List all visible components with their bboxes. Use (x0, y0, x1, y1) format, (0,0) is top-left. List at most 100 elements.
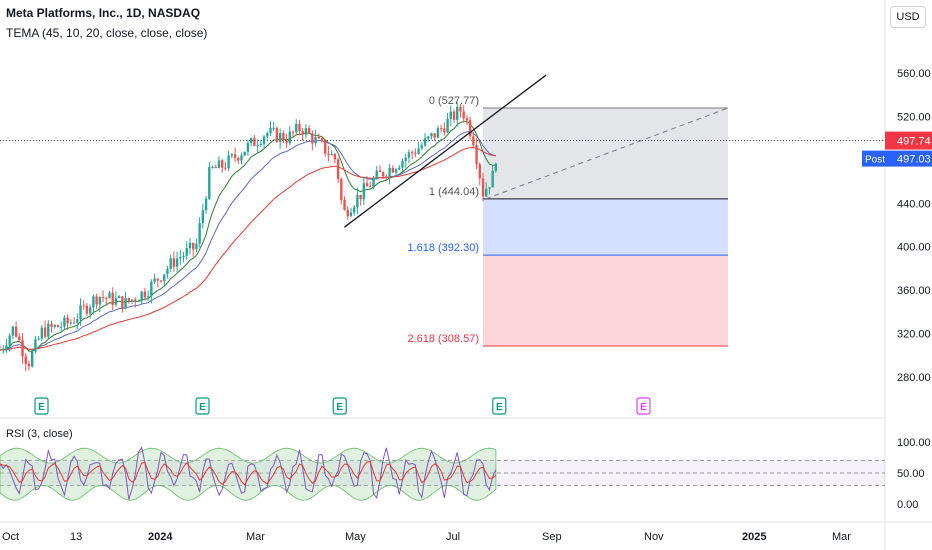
candle-body (140, 291, 143, 301)
candle-body (481, 178, 485, 197)
candle-body (105, 297, 108, 299)
candle-body (317, 136, 320, 139)
price-tick-label: 360.00 (897, 285, 931, 297)
candle-body (491, 170, 494, 188)
candle-body (192, 243, 195, 250)
candle-body (417, 148, 420, 154)
candle-body (378, 170, 382, 173)
candle-body (433, 133, 436, 138)
post-market-tag: Post (865, 155, 885, 166)
candle-body (230, 154, 234, 156)
rsi-bollinger-band (0, 447, 497, 501)
candle-body (423, 138, 427, 146)
candle-body (330, 154, 333, 156)
price-tick-label: 320.00 (897, 329, 931, 341)
candle-body (111, 292, 114, 305)
earnings-marker-label: E (38, 402, 45, 413)
candle-body (2, 348, 5, 351)
rsi-line (0, 446, 497, 500)
earnings-marker: E (195, 397, 210, 415)
fib-zone-1-1618 (483, 198, 728, 256)
candle-body (159, 280, 163, 282)
candle-body (494, 163, 498, 171)
candle-body (169, 258, 172, 269)
candle-body (243, 151, 246, 156)
candle-body (72, 322, 76, 324)
tema-line-slow (0, 146, 496, 351)
candle-body (195, 243, 198, 250)
candle-body (320, 138, 324, 141)
candle-body (198, 223, 201, 244)
candle-body (5, 345, 8, 349)
candle-body (298, 123, 301, 131)
candle-body (343, 200, 346, 210)
candle-body (401, 160, 404, 168)
candle-body (365, 183, 369, 187)
candle-body (21, 340, 24, 357)
candle-body (185, 248, 188, 256)
earnings-marker: E (636, 397, 651, 415)
candle-body (311, 133, 314, 144)
candle-body (362, 183, 366, 200)
earnings-marker-label: E (336, 402, 343, 413)
candle-body (50, 323, 53, 327)
candle-body (79, 305, 82, 320)
candle-body (211, 167, 214, 169)
fib-diagonal (485, 107, 729, 200)
candle-body (240, 155, 243, 161)
candle-body (340, 179, 343, 201)
candle-body (327, 153, 330, 156)
candle-body (272, 127, 275, 129)
candle-body (66, 317, 69, 324)
indicator-legend-rsi[interactable]: RSI (3, close) (6, 428, 73, 440)
candle-body (304, 128, 308, 135)
time-tick-label: 13 (70, 531, 82, 543)
candle-body (449, 111, 452, 119)
candle-body (275, 127, 279, 142)
candle-body (179, 257, 182, 259)
candle-body (462, 111, 465, 119)
candle-body (208, 167, 211, 199)
candle-body (356, 194, 359, 208)
tema-line-mid (0, 131, 497, 351)
candle-body (114, 297, 118, 305)
candle-body (407, 152, 411, 158)
fib-zone-0-1 (483, 107, 728, 199)
candle-body (227, 155, 230, 169)
currency-button[interactable]: USD (890, 6, 926, 28)
candle-body (204, 198, 208, 211)
earnings-marker: E (492, 397, 507, 415)
candles (0, 101, 498, 372)
candle-body (394, 169, 398, 173)
candle-body (443, 128, 446, 133)
candle-body (301, 130, 304, 135)
candle-body (256, 144, 259, 146)
candle-body (475, 145, 478, 165)
rsi-tick-label: 100.00 (897, 437, 931, 449)
candle-body (237, 157, 240, 161)
candle-body (478, 164, 481, 179)
earnings-marker: E (332, 397, 347, 415)
symbol-title[interactable]: Meta Platforms, Inc., 1D, NASDAQ (6, 6, 201, 20)
fib-level-label: 2.618 (308.57) (407, 333, 479, 345)
candle-body (163, 274, 166, 282)
candle-body (385, 176, 388, 178)
candle-body (59, 326, 63, 328)
candle-body (459, 106, 462, 112)
candle-body (410, 152, 414, 154)
candle-body (456, 106, 459, 120)
indicator-legend-tema[interactable]: TEMA (45, 10, 20, close, close, close) (6, 26, 208, 40)
candle-body (217, 160, 221, 169)
time-tick-label: Mar (246, 531, 265, 543)
candle-body (369, 186, 372, 188)
post-market-price: 497.03 (897, 154, 931, 166)
candle-body (485, 188, 488, 197)
rsi-ma-line (0, 461, 497, 486)
candle-body (398, 167, 401, 170)
candle-body (137, 300, 140, 302)
candle-body (391, 167, 395, 173)
candle-body (430, 133, 433, 137)
candle-body (156, 278, 159, 281)
time-tick-label: May (345, 531, 366, 543)
